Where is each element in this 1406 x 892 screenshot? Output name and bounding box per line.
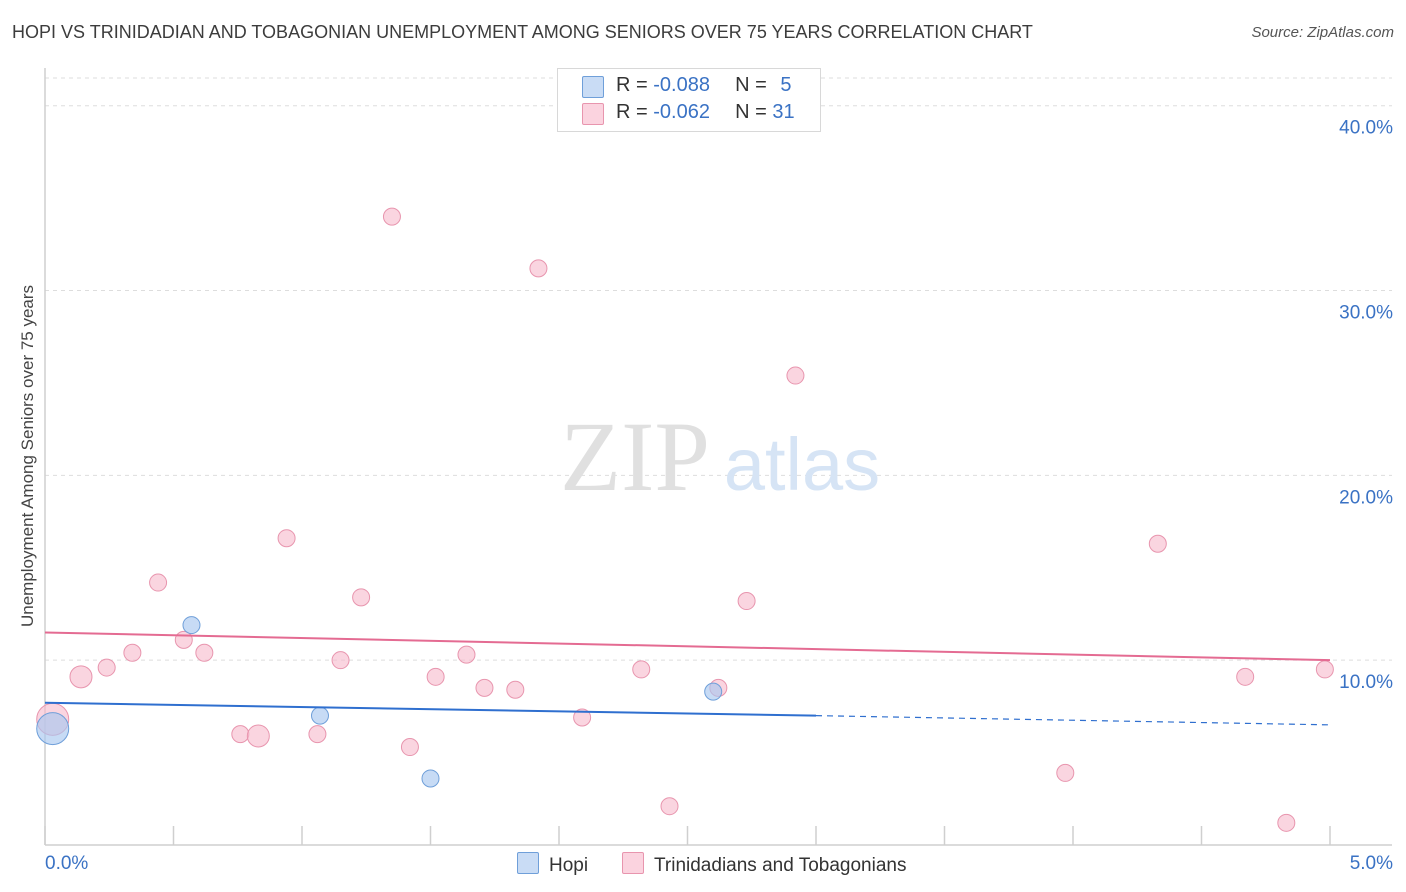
trini-point xyxy=(529,259,548,278)
trini-point xyxy=(457,645,476,664)
trini-point xyxy=(1315,660,1334,679)
legend-n-label: N = xyxy=(735,74,773,96)
x-tick-label: 5.0% xyxy=(1350,853,1393,874)
hopi-point xyxy=(704,682,723,701)
chart-title: HOPI VS TRINIDADIAN AND TOBAGONIAN UNEMP… xyxy=(12,22,1033,42)
legend-n-value: 5 xyxy=(780,74,792,96)
bottom-legend-swatch-trini xyxy=(622,852,644,874)
trini-point xyxy=(382,207,401,226)
hopi-point xyxy=(182,616,201,635)
hopi-point xyxy=(310,706,329,725)
trini-point xyxy=(174,630,193,649)
trini-point xyxy=(786,366,805,385)
legend-r-value: -0.088 xyxy=(653,74,710,96)
trini-point xyxy=(69,665,93,689)
hopi-point xyxy=(421,769,440,788)
trini-point xyxy=(1056,763,1075,782)
legend-r-label: R = xyxy=(616,101,654,123)
bottom-legend-trini-label: Trinidadians and Tobagonians xyxy=(654,855,907,876)
stats-legend: R = -0.088 N = 5 R = -0.062 N = 31 xyxy=(557,68,821,132)
x-tick-label: 0.0% xyxy=(45,853,88,874)
trini-point xyxy=(632,660,651,679)
trini-point xyxy=(331,651,350,670)
trini-point xyxy=(400,738,419,757)
y-tick-label: 10.0% xyxy=(1339,672,1393,693)
trini-point xyxy=(660,797,679,816)
y-tick-label: 20.0% xyxy=(1339,487,1393,508)
legend-n-value: 31 xyxy=(772,101,795,123)
trini-point xyxy=(97,658,116,677)
trini-point xyxy=(573,708,592,727)
trini-point xyxy=(277,529,296,548)
trini-point xyxy=(475,678,494,697)
trini-point xyxy=(1148,534,1167,553)
legend-r-label: R = xyxy=(616,74,654,96)
trini-point xyxy=(195,643,214,662)
watermark-zip: ZIP xyxy=(560,401,710,512)
bottom-legend-hopi: Hopi xyxy=(517,852,588,877)
bottom-legend-swatch-hopi xyxy=(517,852,539,874)
legend-swatch-hopi xyxy=(582,76,604,98)
watermark-atlas: atlas xyxy=(724,423,880,506)
trini-point xyxy=(1236,667,1255,686)
bottom-legend-hopi-label: Hopi xyxy=(549,855,589,876)
legend-r-value: -0.062 xyxy=(653,101,710,123)
trini-point xyxy=(308,725,327,744)
trini-point xyxy=(426,667,445,686)
legend-n-label: N = xyxy=(735,101,773,123)
trini-point xyxy=(737,592,756,611)
trini-point xyxy=(506,680,525,699)
trini-point xyxy=(246,724,270,748)
source-label: Source: ZipAtlas.com xyxy=(1251,24,1394,41)
hopi-trend-line xyxy=(44,701,817,717)
hopi-trend-extension xyxy=(815,715,1331,726)
legend-swatch-trini xyxy=(582,103,604,125)
trini-trend-line xyxy=(44,631,1331,662)
bottom-legend-trini: Trinidadians and Tobagonians xyxy=(622,852,906,877)
y-tick-label: 30.0% xyxy=(1339,303,1393,324)
trini-point xyxy=(352,588,371,607)
trini-point xyxy=(149,573,168,592)
hopi-point xyxy=(36,712,70,746)
trini-point xyxy=(123,643,142,662)
y-tick-label: 40.0% xyxy=(1339,118,1393,139)
trini-point xyxy=(231,725,250,744)
trini-point xyxy=(1277,813,1296,832)
